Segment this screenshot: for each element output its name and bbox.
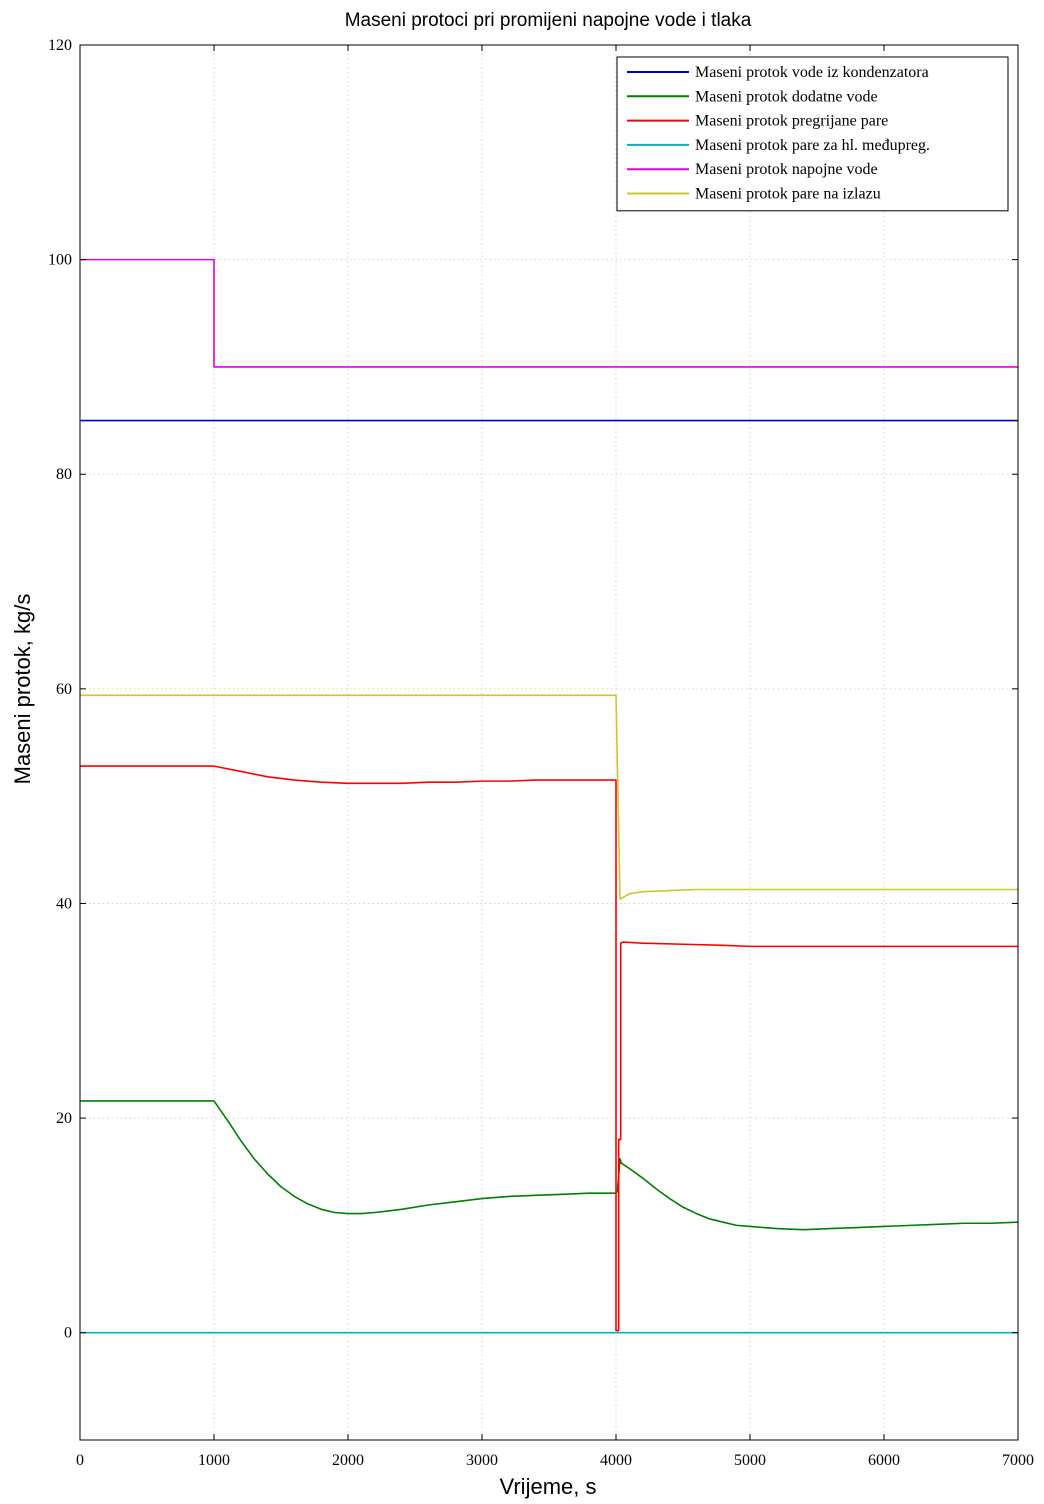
y-tick-label: 120 bbox=[48, 37, 72, 54]
y-tick-label: 20 bbox=[56, 1110, 72, 1127]
x-tick-label: 3000 bbox=[466, 1452, 498, 1469]
grid-lines bbox=[80, 45, 1018, 1440]
x-axis-label: Vrijeme, s bbox=[500, 1474, 597, 1499]
legend-box bbox=[616, 56, 1009, 212]
legend-label-3: Maseni protok pregrijane pare bbox=[695, 113, 888, 130]
series-line-2 bbox=[80, 1100, 1019, 1231]
legend-label-2: Maseni protok dodatne vode bbox=[695, 88, 878, 105]
series-line-5 bbox=[80, 258, 1018, 368]
x-tick-label: 0 bbox=[76, 1452, 84, 1469]
y-tick-label: 80 bbox=[56, 466, 72, 483]
legend-label-6: Maseni protok pare na izlazu bbox=[695, 186, 881, 203]
x-tick-label: 4000 bbox=[600, 1452, 632, 1469]
y-tick-label: 60 bbox=[56, 681, 72, 698]
x-tick-label: 2000 bbox=[332, 1452, 364, 1469]
x-tick-label: 5000 bbox=[734, 1452, 766, 1469]
series-line-6 bbox=[80, 694, 1018, 900]
y-tick-label: 40 bbox=[56, 895, 72, 912]
legend-label-5: Maseni protok napojne vode bbox=[695, 161, 878, 178]
x-tick-label: 1000 bbox=[198, 1452, 230, 1469]
series-lines bbox=[80, 258, 1019, 1334]
plot-frame bbox=[79, 44, 1019, 1441]
series-line-3 bbox=[80, 765, 1018, 1332]
axis-tick-labels: 0 1000 2000 3000 4000 5000 6000 7000 0 20 40 60 80 10… bbox=[48, 37, 1034, 1469]
y-tick-label: 100 bbox=[48, 252, 72, 269]
x-tick-label: 6000 bbox=[868, 1452, 900, 1469]
y-tick-label: 0 bbox=[64, 1325, 72, 1342]
x-tick-label: 7000 bbox=[1002, 1452, 1034, 1469]
axis-ticks bbox=[79, 44, 1019, 1440]
chart-title: Maseni protoci pri promijeni napojne vod… bbox=[345, 10, 752, 31]
legend-items: Maseni protok vode iz kondenzatora Maseni… bbox=[627, 64, 930, 203]
legend-label-4: Maseni protok pare za hl. međupreg. bbox=[695, 137, 930, 154]
y-axis-label: Maseni protok, kg/s bbox=[10, 594, 35, 785]
legend-label-1: Maseni protok vode iz kondenzatora bbox=[695, 64, 929, 81]
legend: Maseni protok vode iz kondenzatora Maseni… bbox=[616, 56, 1009, 212]
